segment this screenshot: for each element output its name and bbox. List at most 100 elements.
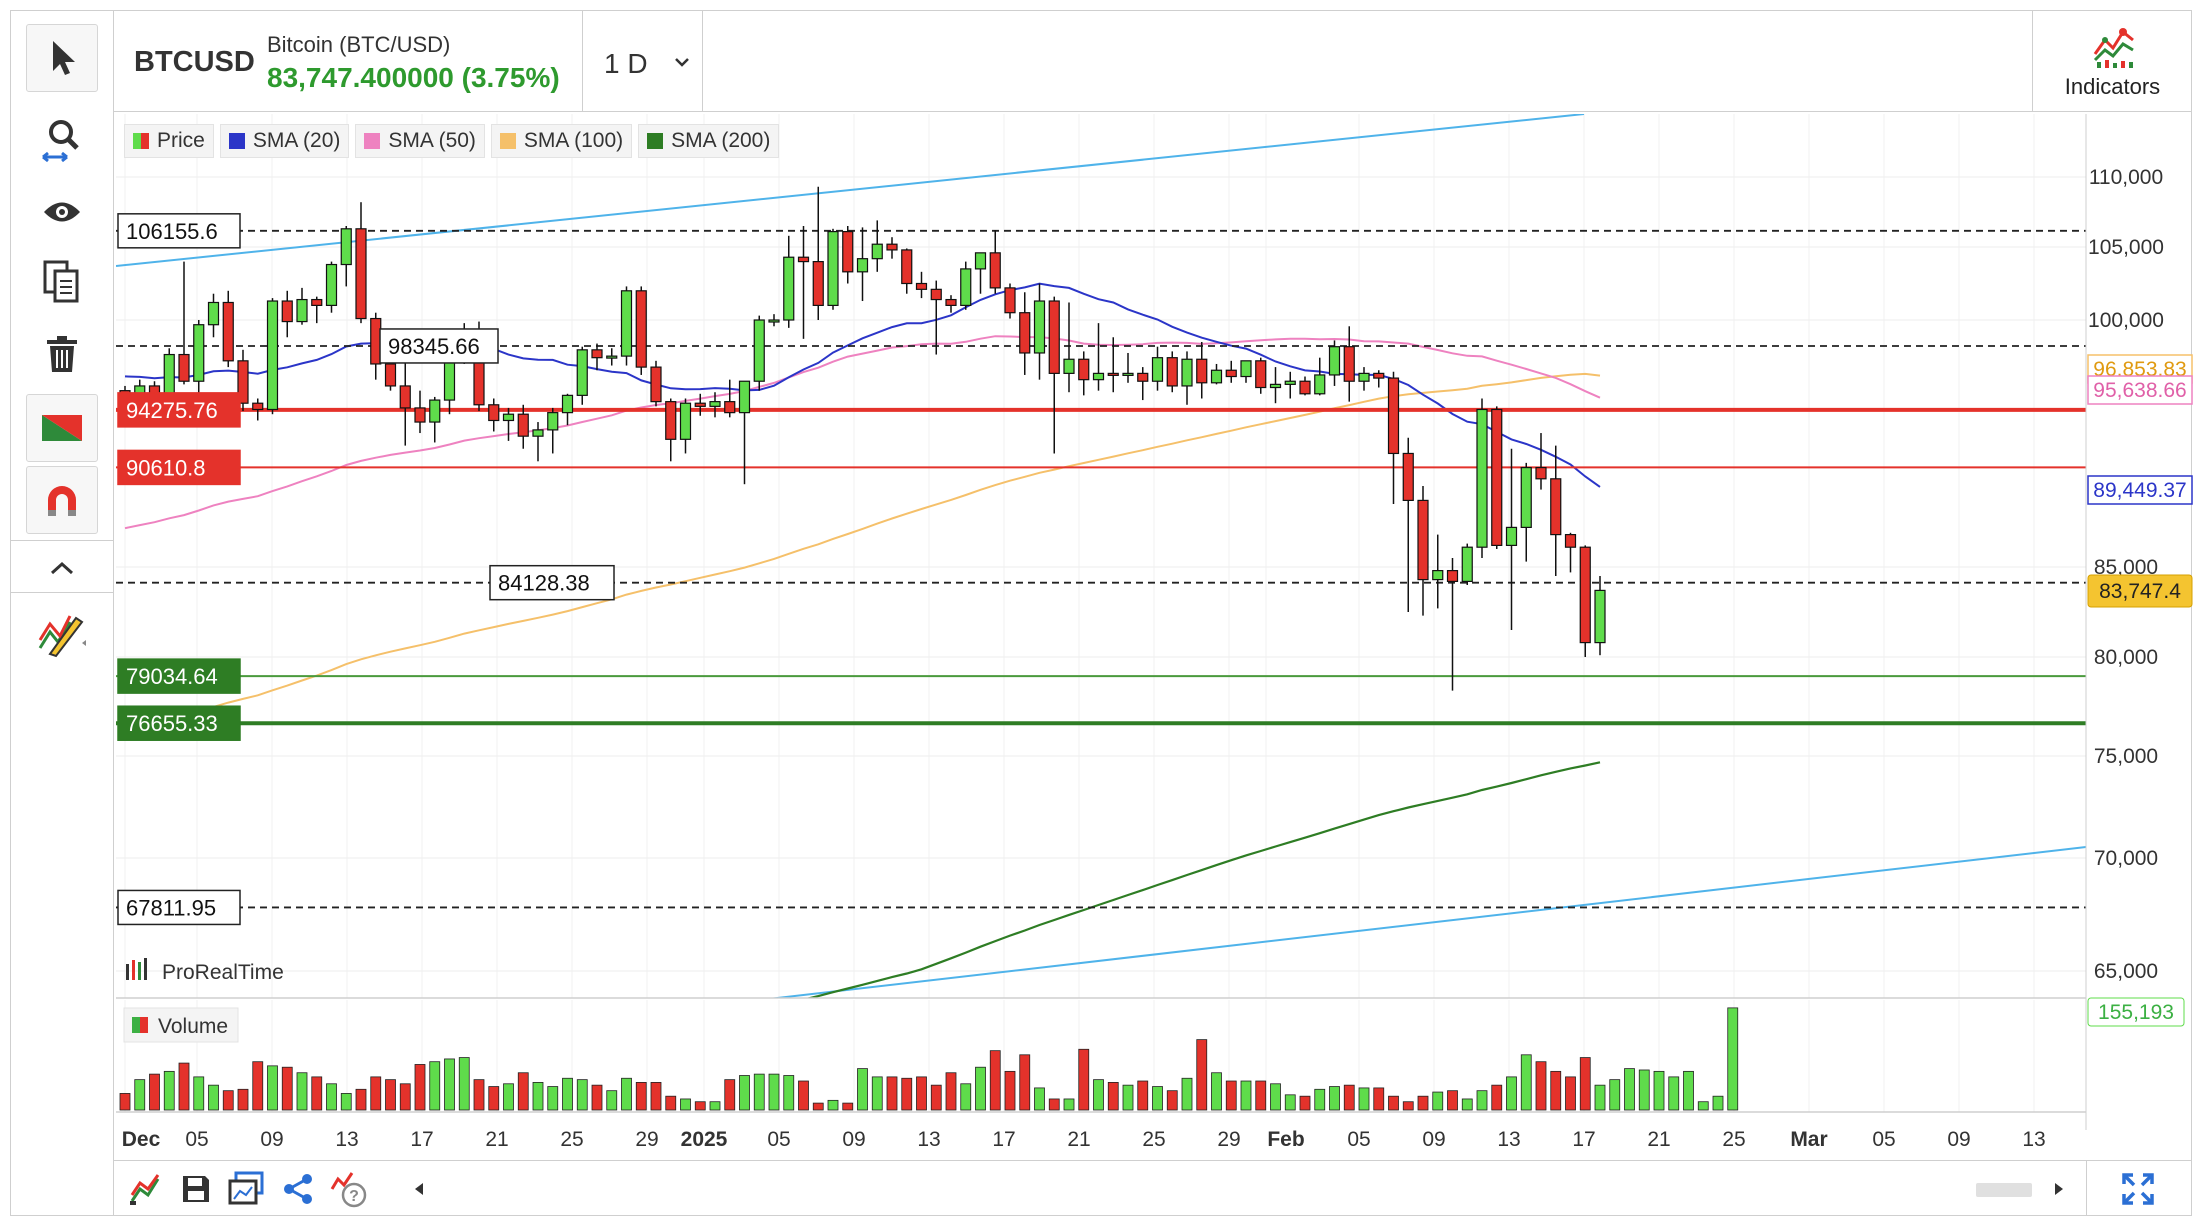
- price-levels: [116, 229, 2086, 909]
- candle: [1550, 445, 1562, 576]
- interval-selector[interactable]: 1 D: [584, 10, 700, 111]
- x-tick-label: 05: [1872, 1128, 1895, 1151]
- volume-legend: Volume: [123, 1007, 239, 1043]
- zoom-tool[interactable]: [26, 106, 98, 174]
- arrow-right-icon: [2055, 1183, 2063, 1195]
- pointer-tool[interactable]: [26, 24, 98, 92]
- legend-item[interactable]: SMA (20): [219, 124, 350, 158]
- fullscreen-button[interactable]: [2118, 1169, 2158, 1209]
- level-label-6[interactable]: 76655.33: [117, 705, 241, 741]
- copy-tool[interactable]: [26, 248, 98, 316]
- scroll-thumb[interactable]: [1976, 1183, 2032, 1197]
- volume-bar: [473, 1079, 485, 1111]
- symbol-ticker[interactable]: BTCUSD: [134, 46, 255, 78]
- scroll-left-button[interactable]: [404, 1169, 434, 1209]
- candle: [1004, 283, 1016, 319]
- candle: [694, 393, 706, 416]
- candle: [1063, 302, 1075, 393]
- branding: ProRealTime: [126, 958, 284, 984]
- save-button[interactable]: [176, 1169, 216, 1209]
- volume-bar: [178, 1062, 190, 1111]
- volume-bar: [1284, 1094, 1296, 1111]
- level-label-1[interactable]: 98345.66: [379, 328, 499, 364]
- magnet-icon: [48, 486, 76, 516]
- visibility-tool[interactable]: [26, 178, 98, 246]
- cursor-icon: [53, 41, 75, 75]
- volume-bar: [1476, 1090, 1488, 1111]
- copy-icon: [43, 260, 79, 303]
- x-tick-label: 13: [335, 1128, 358, 1151]
- magnet-tool[interactable]: [26, 466, 98, 534]
- level-label-5[interactable]: 79034.64: [117, 658, 241, 694]
- add-chart-button[interactable]: [126, 1169, 166, 1209]
- volume-bar: [650, 1082, 662, 1111]
- level-label-0[interactable]: 106155.6: [117, 213, 241, 249]
- x-tick-label: Dec: [122, 1128, 161, 1151]
- volume-bar: [783, 1075, 795, 1111]
- layouts-button[interactable]: [226, 1169, 266, 1209]
- share-button[interactable]: [278, 1169, 318, 1209]
- level-label-3[interactable]: 90610.8: [117, 449, 241, 486]
- level-label-2[interactable]: 94275.76: [117, 392, 241, 428]
- candle: [1019, 292, 1031, 375]
- legend-item[interactable]: Price: [124, 124, 214, 158]
- volume-bar: [1491, 1084, 1503, 1111]
- legend-item[interactable]: SMA (50): [355, 124, 485, 158]
- drawing-tools[interactable]: [26, 600, 98, 668]
- volume-bar: [1166, 1090, 1178, 1111]
- candle: [1210, 363, 1223, 385]
- app-frame: [10, 10, 2192, 1216]
- volume-bar: [1329, 1086, 1340, 1111]
- level-label-4[interactable]: 84128.38: [489, 564, 615, 601]
- x-tick-label: 21: [1647, 1128, 1670, 1151]
- candle: [178, 261, 190, 385]
- indicators-button[interactable]: Indicators: [2032, 10, 2192, 111]
- trash-icon: [47, 336, 77, 372]
- indicator-legend: Price SMA (20) SMA (50) SMA (100) SMA (200): [124, 124, 780, 158]
- volume-bar: [768, 1073, 780, 1111]
- scroll-track[interactable]: [438, 1185, 2062, 1195]
- price-tag: 89,449.37: [2087, 475, 2193, 505]
- volume-bar: [1712, 1095, 1724, 1111]
- x-tick-label: 17: [1572, 1128, 1595, 1151]
- legend-item[interactable]: SMA (100): [490, 124, 633, 158]
- x-tick-label: 21: [1067, 1128, 1090, 1151]
- candle: [930, 280, 942, 355]
- volume-bar: [1152, 1086, 1163, 1111]
- candle: [1299, 376, 1311, 396]
- candle: [193, 320, 205, 399]
- volume-bar: [1727, 1007, 1739, 1111]
- legend-swatch: [364, 133, 381, 149]
- candle: [1107, 337, 1119, 393]
- volume-bar: [1270, 1083, 1281, 1111]
- volume-bar: [532, 1082, 544, 1111]
- volume-bar: [1432, 1091, 1444, 1111]
- y-tick-label: 85,000: [2094, 556, 2158, 579]
- candle: [960, 261, 972, 310]
- help-button[interactable]: ?: [328, 1169, 368, 1209]
- legend-item[interactable]: SMA (200): [638, 124, 780, 158]
- trend-tool[interactable]: [26, 394, 98, 462]
- volume-bar: [1063, 1098, 1075, 1111]
- volume-bar: [1447, 1090, 1458, 1111]
- delete-tool[interactable]: [26, 320, 98, 388]
- collapse-toolbar-button[interactable]: [26, 546, 98, 590]
- volume-bar: [517, 1072, 529, 1111]
- x-tick-label: 25: [1722, 1128, 1745, 1151]
- y-tick-label: 65,000: [2094, 960, 2158, 983]
- candle: [1446, 558, 1459, 691]
- x-tick-label: 25: [1142, 1128, 1165, 1151]
- level-label-7[interactable]: 67811.95: [117, 889, 241, 926]
- scroll-right-button[interactable]: [2044, 1169, 2074, 1209]
- legend-label: SMA (50): [388, 129, 476, 152]
- candle: [842, 226, 854, 284]
- level-labels[interactable]: 106155.6 98345.66 94275.76 90610.8 84128.38 7…: [117, 213, 615, 926]
- candle: [1048, 296, 1060, 454]
- volume-bar: [385, 1079, 396, 1111]
- volume-bar: [149, 1073, 160, 1111]
- volume-bar: [1299, 1095, 1311, 1111]
- level-value: 90610.8: [126, 455, 206, 480]
- volume-bar: [945, 1072, 957, 1111]
- volume-bar: [1402, 1101, 1414, 1111]
